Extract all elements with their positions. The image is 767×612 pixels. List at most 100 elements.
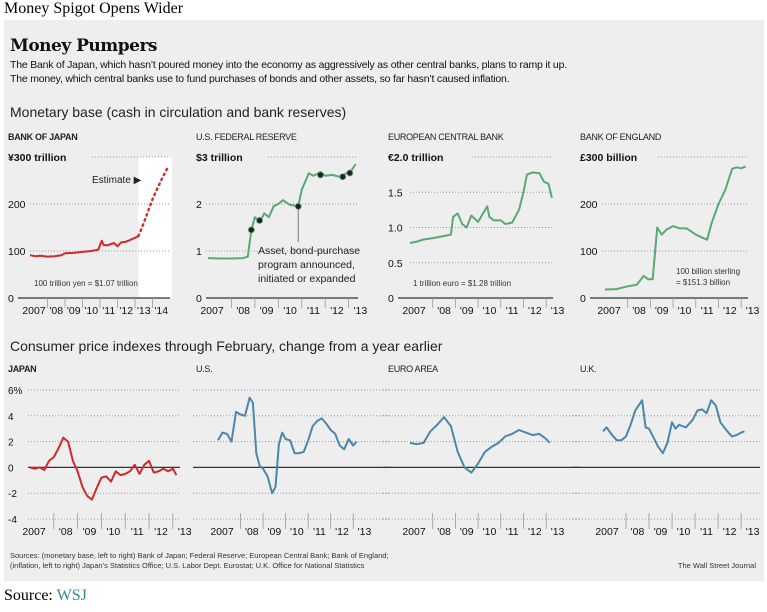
x-tick-label: '12 bbox=[154, 526, 168, 538]
series-line bbox=[409, 171, 553, 244]
x-tick-label: '14 bbox=[154, 305, 168, 317]
event-marker bbox=[256, 217, 263, 224]
x-tick-label: '12 bbox=[119, 305, 133, 317]
x-tick-label: '08 bbox=[437, 305, 451, 317]
x-tick-label: '08 bbox=[632, 305, 646, 317]
chart-title: U.K. bbox=[580, 364, 596, 374]
chart-u-k: U.K. 2007 '08 '09 '10 '11 '12 '13 bbox=[573, 364, 760, 538]
dek-line-1: The Bank of Japan, which hasn’t poured m… bbox=[10, 59, 567, 71]
series-line bbox=[604, 165, 747, 291]
dek: The Bank of Japan, which hasn’t poured m… bbox=[10, 59, 567, 86]
x-tick-label: 2007 bbox=[402, 526, 426, 538]
chart-u-s-federal-reserve: U.S. FEDERAL RESERVE 0 1 2 $3 trillion 2007 '0… bbox=[196, 132, 367, 317]
chart-title: U.S. bbox=[196, 364, 212, 374]
x-tick-label: '09 bbox=[655, 305, 669, 317]
x-tick-label: '12 bbox=[528, 305, 542, 317]
source-link[interactable]: WSJ bbox=[56, 587, 87, 604]
series-line bbox=[217, 396, 358, 495]
y-tick-label: 4 bbox=[8, 412, 14, 423]
chart-title: BANK OF JAPAN bbox=[8, 132, 77, 142]
series-line bbox=[207, 163, 357, 260]
x-tick-label: '10 bbox=[290, 526, 304, 538]
bottom-source-label: Source: bbox=[4, 587, 57, 604]
x-tick-label: 2007 bbox=[402, 305, 426, 317]
y-tick-label: 1.0 bbox=[388, 223, 403, 235]
x-tick-label: '10 bbox=[483, 305, 497, 317]
x-tick-label: '13 bbox=[746, 526, 760, 538]
chart-japan: JAPAN -4 -2 0 2 4 6% 2007 '08 '09 '10 '11 '12 '13 bbox=[8, 364, 192, 538]
chart-u-s: U.S. 2007 '08 '09 '10 '11 '12 '13 bbox=[193, 364, 390, 538]
sources-line-1: Sources: (monetary base, left to right) … bbox=[10, 551, 389, 560]
y-tick-label: 1 bbox=[196, 246, 202, 258]
x-tick-label: '13 bbox=[551, 305, 565, 317]
x-tick-label: '11 bbox=[701, 305, 714, 317]
section-title-cpi: Consumer price indexes through February,… bbox=[10, 338, 443, 354]
x-tick-label: '09 bbox=[460, 305, 474, 317]
sources-line-2: (inflation, left to right) Japan’s Stati… bbox=[10, 561, 365, 570]
conversion-note: 100 trillion yen = $1.07 trillion bbox=[34, 279, 138, 288]
y-tick-label: $3 trillion bbox=[196, 152, 243, 164]
x-tick-label: '09 bbox=[654, 526, 668, 538]
x-tick-label: '09 bbox=[67, 305, 81, 317]
x-tick-label: '13 bbox=[551, 526, 565, 538]
x-tick-label: 2007 bbox=[22, 526, 46, 538]
x-tick-label: '11 bbox=[313, 526, 326, 538]
event-marker bbox=[294, 202, 302, 210]
x-tick-label: '10 bbox=[283, 305, 297, 317]
y-tick-label: 6% bbox=[8, 386, 23, 397]
annotation-line: initiated or expanded bbox=[258, 273, 356, 285]
event-marker bbox=[346, 169, 354, 177]
x-tick-label: '10 bbox=[678, 305, 692, 317]
y-tick-label: 0 bbox=[196, 293, 202, 305]
y-tick-label: 100 bbox=[580, 246, 598, 258]
bottom-source: Source: WSJ bbox=[4, 587, 87, 605]
x-tick-label: '09 bbox=[260, 305, 274, 317]
x-tick-label: '11 bbox=[307, 305, 320, 317]
x-tick-label: '11 bbox=[506, 305, 519, 317]
x-tick-label: '08 bbox=[245, 526, 259, 538]
chart-title: EUROPEAN CENTRAL BANK bbox=[388, 132, 504, 142]
x-tick-label: '11 bbox=[700, 526, 713, 538]
chart-title: EURO AREA bbox=[388, 364, 438, 374]
x-tick-label: '11 bbox=[506, 526, 519, 538]
chart-bank-of-england: BANK OF ENGLAND 0 100 200 £300 billion 2007 '0… bbox=[580, 132, 760, 317]
credit: The Wall Street Journal bbox=[677, 561, 756, 570]
x-tick-label: '10 bbox=[483, 526, 497, 538]
x-tick-label: 2007 bbox=[22, 305, 46, 317]
y-tick-label: ¥300 trillion bbox=[8, 152, 66, 164]
x-tick-label: '13 bbox=[137, 305, 151, 317]
chart-title: U.S. FEDERAL RESERVE bbox=[196, 132, 297, 142]
dek-line-2: The money, which central banks use to fu… bbox=[10, 72, 510, 85]
x-tick-label: '08 bbox=[49, 305, 63, 317]
event-marker bbox=[247, 226, 255, 234]
y-tick-label: 200 bbox=[580, 199, 598, 211]
x-tick-label: '12 bbox=[528, 526, 542, 538]
x-tick-label: '08 bbox=[59, 526, 73, 538]
x-tick-label: '09 bbox=[83, 526, 97, 538]
y-tick-label: €2.0 trillion bbox=[388, 152, 443, 164]
y-tick-label: 200 bbox=[8, 199, 26, 211]
x-tick-label: '13 bbox=[354, 305, 368, 317]
series-line bbox=[602, 399, 745, 455]
conversion-note: = $151.3 billion bbox=[676, 278, 730, 287]
x-tick-label: 2007 bbox=[597, 305, 621, 317]
y-tick-label: 2 bbox=[196, 199, 202, 211]
chart-bank-of-japan: BANK OF JAPAN 0 100 200 ¥300 trillion 2007'08… bbox=[8, 132, 172, 317]
x-tick-label: '11 bbox=[102, 305, 115, 317]
conversion-note: 100 billion sterling bbox=[676, 267, 740, 276]
y-tick-label: 0 bbox=[8, 463, 14, 474]
x-tick-label: '09 bbox=[268, 526, 282, 538]
series-line bbox=[29, 436, 178, 501]
y-tick-label: 0.5 bbox=[388, 258, 403, 270]
x-tick-label: '12 bbox=[723, 305, 737, 317]
x-tick-label: '12 bbox=[723, 526, 737, 538]
x-tick-label: '10 bbox=[106, 526, 120, 538]
y-tick-label: 0 bbox=[8, 293, 14, 305]
chart-european-central-bank: EUROPEAN CENTRAL BANK 0 0.5 1.0 1.5 €2.0 tril… bbox=[388, 132, 565, 317]
sources-note: Sources: (monetary base, left to right) … bbox=[10, 551, 389, 571]
event-marker bbox=[317, 171, 324, 179]
x-tick-label: '13 bbox=[178, 526, 192, 538]
x-tick-label: '13 bbox=[746, 305, 760, 317]
series-line bbox=[137, 165, 170, 238]
chart-title: BANK OF ENGLAND bbox=[580, 132, 662, 142]
